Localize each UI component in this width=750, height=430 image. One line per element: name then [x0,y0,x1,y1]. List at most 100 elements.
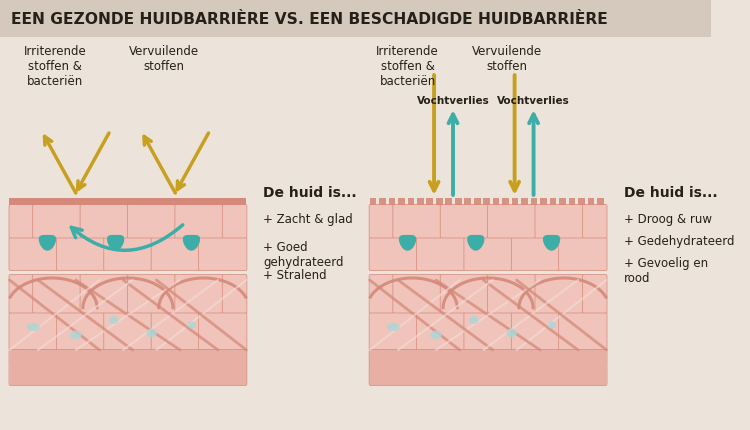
FancyBboxPatch shape [488,350,536,368]
Polygon shape [544,236,560,250]
Bar [436,198,442,205]
Polygon shape [468,236,484,250]
Polygon shape [184,236,200,250]
FancyBboxPatch shape [56,367,105,386]
FancyBboxPatch shape [33,274,81,313]
Text: De huid is...: De huid is... [263,186,357,200]
FancyBboxPatch shape [128,350,176,368]
Text: Vervuilende
stoffen: Vervuilende stoffen [472,45,542,73]
FancyBboxPatch shape [9,367,57,386]
FancyBboxPatch shape [104,367,152,386]
Text: + Droog & ruw: + Droog & ruw [623,213,712,226]
Text: + Gevoelig en
rood: + Gevoelig en rood [623,257,708,285]
FancyBboxPatch shape [175,350,223,368]
Polygon shape [40,236,56,250]
Text: Vochtverlies: Vochtverlies [497,96,570,106]
Ellipse shape [109,316,118,324]
FancyBboxPatch shape [393,205,441,238]
FancyBboxPatch shape [369,312,418,350]
Bar [512,198,518,205]
Bar [379,198,386,205]
Bar [560,198,566,205]
Bar [474,198,481,205]
FancyBboxPatch shape [128,205,176,238]
FancyBboxPatch shape [369,237,418,270]
FancyBboxPatch shape [440,350,488,368]
FancyBboxPatch shape [152,237,200,270]
FancyBboxPatch shape [464,367,512,386]
Bar [370,198,376,205]
FancyBboxPatch shape [416,367,465,386]
FancyBboxPatch shape [128,274,176,313]
Bar [10,350,247,385]
FancyBboxPatch shape [535,350,584,368]
FancyBboxPatch shape [80,350,128,368]
FancyBboxPatch shape [393,274,441,313]
Bar [417,198,424,205]
Text: Irriterende
stoffen &
bacteriën: Irriterende stoffen & bacteriën [23,45,86,88]
FancyBboxPatch shape [152,367,200,386]
Text: Vervuilende
stoffen: Vervuilende stoffen [129,45,199,73]
FancyBboxPatch shape [559,312,607,350]
Text: + Gedehydrateerd: + Gedehydrateerd [623,235,734,248]
Bar [503,198,509,205]
FancyBboxPatch shape [199,312,247,350]
FancyBboxPatch shape [80,205,128,238]
Bar [388,198,395,205]
FancyBboxPatch shape [369,367,418,386]
FancyBboxPatch shape [488,205,536,238]
FancyBboxPatch shape [199,367,247,386]
Bar [407,198,414,205]
FancyBboxPatch shape [512,367,560,386]
FancyBboxPatch shape [9,205,34,238]
Ellipse shape [188,322,196,329]
FancyBboxPatch shape [464,312,512,350]
FancyBboxPatch shape [535,274,584,313]
Bar [455,198,461,205]
FancyBboxPatch shape [440,205,488,238]
FancyBboxPatch shape [583,274,607,313]
Bar [446,198,452,205]
FancyBboxPatch shape [9,274,34,313]
FancyArrowPatch shape [71,225,183,250]
Bar [370,350,607,385]
Bar [550,198,556,205]
FancyBboxPatch shape [56,237,105,270]
FancyBboxPatch shape [222,205,247,238]
Text: Irriterende
stoffen &
bacteriën: Irriterende stoffen & bacteriën [376,45,439,88]
Bar [568,198,575,205]
FancyBboxPatch shape [583,205,607,238]
Bar [578,198,585,205]
Ellipse shape [470,316,478,324]
FancyBboxPatch shape [175,274,223,313]
FancyBboxPatch shape [512,312,560,350]
Bar [597,198,604,205]
FancyBboxPatch shape [559,367,607,386]
FancyBboxPatch shape [9,237,57,270]
Bar [464,198,471,205]
FancyBboxPatch shape [369,350,394,368]
FancyBboxPatch shape [440,274,488,313]
Ellipse shape [70,331,82,340]
Bar [0,0,711,37]
FancyBboxPatch shape [222,350,247,368]
FancyBboxPatch shape [9,312,57,350]
FancyBboxPatch shape [416,312,465,350]
Text: Vochtverlies: Vochtverlies [417,96,490,106]
FancyBboxPatch shape [56,312,105,350]
Polygon shape [108,236,124,250]
FancyBboxPatch shape [369,274,394,313]
Ellipse shape [548,322,556,329]
FancyBboxPatch shape [416,237,465,270]
Text: + Stralend: + Stralend [263,269,327,282]
FancyBboxPatch shape [393,350,441,368]
Ellipse shape [506,329,517,338]
FancyBboxPatch shape [152,312,200,350]
Bar [521,198,528,205]
FancyBboxPatch shape [464,237,512,270]
Ellipse shape [387,323,400,331]
Ellipse shape [146,329,157,338]
Text: De huid is...: De huid is... [623,186,717,200]
FancyBboxPatch shape [175,205,223,238]
FancyBboxPatch shape [559,237,607,270]
